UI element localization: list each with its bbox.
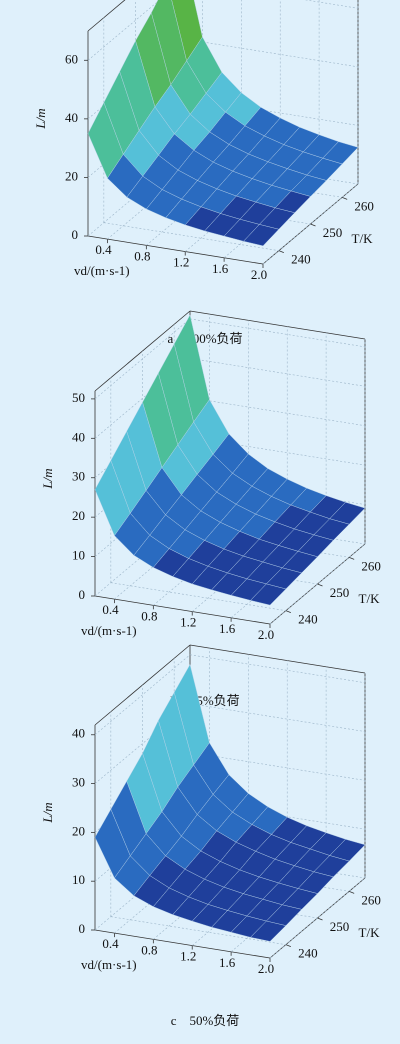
z-tick-label: 20 [72, 823, 85, 838]
y-axis-label: T/K [352, 231, 374, 246]
grid-line [146, 165, 242, 246]
grid-line [114, 852, 210, 934]
surface-patch [243, 224, 280, 247]
grid-line [189, 703, 366, 732]
grid-line [110, 916, 286, 945]
x-tick-label: 1.2 [180, 615, 196, 630]
surface-chart: 0 10 20 30 40 0.4 0.8 1.2 1.6 2.0 240 250 260 L/m vd/(… [40, 644, 381, 1028]
grid-line [192, 531, 288, 612]
z-axis-label: L/m [33, 108, 48, 129]
x-tick-label: 1.6 [219, 621, 236, 636]
z-tick-label: 40 [72, 429, 85, 444]
y-tick [349, 890, 355, 894]
grid-line [153, 859, 249, 940]
axis-edge [189, 644, 366, 674]
grid-line [110, 582, 286, 611]
y-tick [342, 196, 348, 200]
surface-chart: 0 10 20 30 40 50 0.4 0.8 1.2 1.6 2.0 240 250 260 L/m vd… [40, 310, 381, 708]
axis-edge [94, 595, 271, 625]
grid-line [189, 318, 366, 348]
y-tick-label: 240 [298, 946, 318, 961]
z-tick-label: 40 [72, 726, 85, 741]
x-tick-label: 0.4 [95, 242, 112, 257]
y-tick [285, 944, 291, 948]
z-tick-label: 10 [72, 548, 85, 563]
x-tick-label: 1.2 [173, 255, 189, 270]
axis-edge [94, 929, 271, 959]
x-axis-label: vd/(m·s-1) [74, 263, 130, 278]
grid-line [189, 358, 366, 387]
x-axis-label: vd/(m·s-1) [81, 623, 137, 638]
y-tick-label: 240 [291, 252, 311, 267]
x-tick-label: 0.8 [134, 248, 150, 263]
x-tick-label: 0.8 [141, 608, 157, 623]
z-tick-label: 30 [72, 469, 85, 484]
grid-line [182, 38, 359, 68]
z-axis-label: L/m [40, 468, 55, 489]
x-axis-label: vd/(m·s-1) [81, 957, 137, 972]
z-tick-label: 40 [65, 110, 78, 125]
surface-chart: 0 20 40 60 0.4 0.8 1.2 1.6 2.0 240 250 260 L/m vd/(m·… [33, 0, 374, 346]
grid-line [189, 397, 366, 427]
surface-patch [250, 583, 287, 606]
grid-line [304, 0, 359, 9]
axis-edge [87, 0, 126, 32]
grid-line [103, 222, 279, 251]
grid-line [153, 525, 249, 606]
x-tick-label: 2.0 [258, 627, 274, 642]
y-tick-label: 250 [330, 585, 350, 600]
axis-edge [87, 235, 264, 265]
chart-title: c 50%负荷 [171, 1013, 240, 1028]
x-tick-label: 2.0 [258, 961, 274, 976]
surface-patch [250, 920, 287, 942]
grid-line [87, 0, 161, 61]
z-tick-label: 30 [72, 775, 85, 790]
y-tick [310, 223, 316, 227]
grid-line [189, 752, 366, 781]
z-tick-label: 0 [72, 227, 79, 242]
grid-line [94, 654, 191, 735]
x-tick-label: 1.6 [219, 955, 236, 970]
z-tick-label: 50 [72, 390, 85, 405]
x-tick-label: 1.6 [212, 261, 229, 276]
y-tick [278, 250, 284, 254]
y-tick-label: 240 [298, 612, 318, 627]
grid-line [189, 654, 366, 684]
z-tick-label: 0 [79, 921, 86, 936]
y-tick-label: 260 [361, 558, 381, 573]
x-tick-label: 0.8 [141, 942, 157, 957]
y-tick [317, 917, 323, 921]
grid-line [107, 158, 203, 240]
y-tick-label: 260 [354, 198, 374, 213]
y-tick-label: 260 [361, 892, 381, 907]
x-tick-label: 1.2 [180, 949, 196, 964]
axis-edge [189, 310, 366, 340]
y-axis-label: T/K [359, 925, 381, 940]
grid-line [192, 865, 288, 946]
z-tick-label: 20 [65, 168, 78, 183]
y-tick [285, 610, 291, 614]
z-tick-label: 0 [79, 587, 86, 602]
x-tick-label: 2.0 [251, 267, 267, 282]
x-tick-label: 0.4 [102, 602, 119, 617]
z-axis-label: L/m [40, 802, 55, 823]
y-tick [317, 583, 323, 587]
x-tick-label: 0.4 [102, 936, 119, 951]
grid-line [94, 703, 191, 784]
z-tick-label: 10 [72, 872, 85, 887]
z-tick-label: 60 [65, 51, 78, 66]
y-tick-label: 250 [330, 919, 350, 934]
grid-line [114, 518, 210, 600]
y-axis-label: T/K [359, 591, 381, 606]
y-tick [349, 556, 355, 560]
y-tick-label: 250 [323, 225, 343, 240]
grid-line [185, 171, 281, 252]
grid-line [94, 476, 191, 557]
z-tick-label: 20 [72, 508, 85, 523]
